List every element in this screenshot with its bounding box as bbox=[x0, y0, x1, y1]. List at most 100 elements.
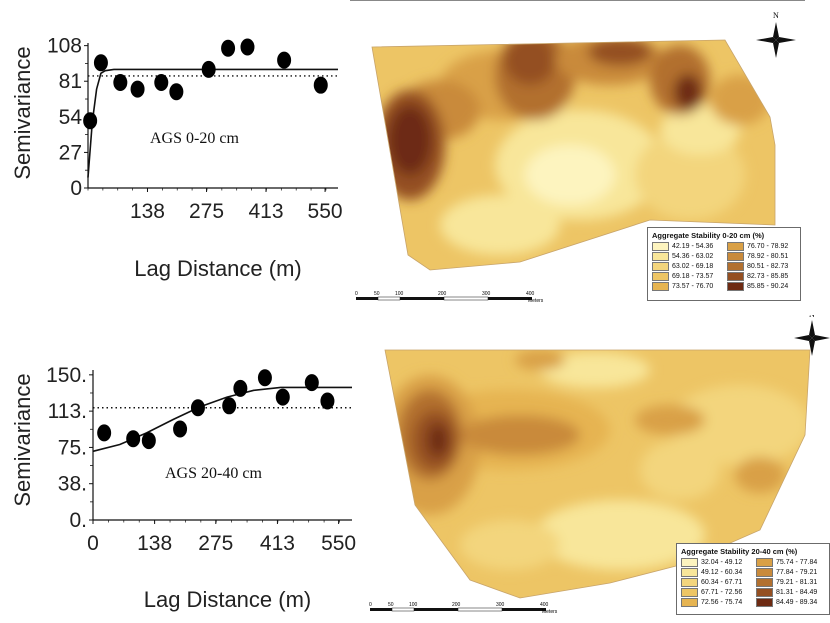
scale-bar: 0 50 100 200 300 400 Meters bbox=[369, 602, 558, 615]
data-point bbox=[275, 388, 290, 406]
scale-label: 200 bbox=[452, 602, 461, 608]
legend-item: 75.74 - 77.84 bbox=[756, 558, 825, 567]
legend-label: 76.70 - 78.92 bbox=[747, 243, 789, 250]
chart-title: AGS 20-40 cm bbox=[165, 465, 262, 482]
scale-label: 50 bbox=[374, 291, 380, 297]
legend-label: 73.57 - 76.70 bbox=[672, 283, 714, 290]
y-tick-label: 113. bbox=[48, 400, 87, 423]
data-point bbox=[221, 39, 236, 57]
y-axis-label: Semivariance bbox=[10, 46, 35, 179]
data-point bbox=[93, 54, 108, 72]
map-surface bbox=[372, 40, 775, 270]
legend-label: 60.34 - 67.71 bbox=[701, 579, 743, 586]
x-tick-label: 138 bbox=[130, 200, 165, 223]
data-point bbox=[240, 38, 255, 56]
legend-label: 82.73 - 85.85 bbox=[747, 273, 789, 280]
legend-item: 63.02 - 69.18 bbox=[652, 262, 721, 271]
scale-label: 300 bbox=[482, 291, 491, 297]
data-point bbox=[173, 420, 188, 438]
x-tick-label: 550 bbox=[308, 200, 343, 223]
map-0-20cm: N 0 50 100 200 300 400 Meters bbox=[350, 0, 805, 304]
legend-label: 81.31 - 84.49 bbox=[776, 589, 818, 596]
semivariogram-0-20cm: 0 27 54 81 108 138 275 413 550 AGS 0-20 cm Lag Dis… bbox=[10, 35, 343, 281]
legend-20-40cm: Aggregate Stability 20-40 cm (%) 32.04 -… bbox=[676, 543, 830, 615]
y-tick-label: 0 bbox=[70, 177, 82, 200]
data-point bbox=[83, 112, 98, 130]
legend-item: 81.31 - 84.49 bbox=[756, 588, 825, 597]
legend-swatch bbox=[652, 252, 669, 261]
legend-item: 82.73 - 85.85 bbox=[727, 272, 796, 281]
y-tick-label: 27 bbox=[59, 141, 82, 164]
legend-label: 78.92 - 80.51 bbox=[747, 253, 789, 260]
y-tick-label: 81 bbox=[59, 70, 82, 93]
legend-0-20cm: Aggregate Stability 0-20 cm (%) 42.19 - … bbox=[647, 227, 801, 301]
legend-title: Aggregate Stability 20-40 cm (%) bbox=[681, 547, 798, 556]
data-point bbox=[154, 74, 169, 92]
data-point bbox=[277, 51, 292, 69]
scale-bar: 0 50 100 200 300 400 Meters bbox=[355, 291, 544, 304]
legend-swatch bbox=[756, 558, 773, 567]
legend-item: 84.49 - 89.34 bbox=[756, 598, 825, 607]
legend-swatch bbox=[652, 272, 669, 281]
legend-swatch bbox=[756, 568, 773, 577]
x-tick-label: 275 bbox=[198, 532, 233, 555]
y-axis-label: Semivariance bbox=[10, 373, 35, 506]
map-outline bbox=[384, 349, 811, 599]
map-outline bbox=[371, 39, 776, 271]
legend-swatch bbox=[652, 262, 669, 271]
legend-item: 76.70 - 78.92 bbox=[727, 242, 796, 251]
legend-item: 79.21 - 81.31 bbox=[756, 578, 825, 587]
data-point bbox=[169, 83, 184, 101]
legend-item: 60.34 - 67.71 bbox=[681, 578, 750, 587]
data-point bbox=[97, 424, 112, 442]
data-point bbox=[233, 379, 248, 397]
data-point bbox=[257, 369, 272, 387]
scale-label: 200 bbox=[438, 291, 447, 297]
legend-label: 80.51 - 82.73 bbox=[747, 263, 789, 270]
data-point bbox=[222, 397, 237, 415]
y-tick-label: 54 bbox=[59, 106, 83, 129]
legend-label: 42.19 - 54.36 bbox=[672, 243, 714, 250]
data-point bbox=[190, 399, 205, 417]
legend-item: 32.04 - 49.12 bbox=[681, 558, 750, 567]
legend-swatch bbox=[756, 598, 773, 607]
data-point bbox=[201, 60, 216, 78]
scale-label: 50 bbox=[388, 602, 394, 608]
north-label: N bbox=[809, 315, 815, 319]
legend-item: 73.57 - 76.70 bbox=[652, 282, 721, 291]
chart-title: AGS 0-20 cm bbox=[150, 130, 239, 147]
legend-swatch bbox=[727, 252, 744, 261]
scale-unit: Meters bbox=[542, 609, 558, 615]
data-point bbox=[313, 76, 328, 94]
legend-item: 42.19 - 54.36 bbox=[652, 242, 721, 251]
y-tick-label: 108 bbox=[47, 35, 82, 58]
x-tick-label: 550 bbox=[321, 532, 356, 555]
map-20-40cm: N 0 50 100 200 300 400 Meters bbox=[369, 315, 830, 615]
y-tick-label: 150. bbox=[46, 364, 87, 387]
legend-label: 72.56 - 75.74 bbox=[701, 599, 743, 606]
legend-swatch bbox=[652, 282, 669, 291]
legend-swatch bbox=[681, 558, 698, 567]
y-tick-label: 0. bbox=[69, 509, 87, 532]
legend-swatch bbox=[681, 588, 698, 597]
legend-label: 63.02 - 69.18 bbox=[672, 263, 714, 270]
legend-label: 32.04 - 49.12 bbox=[701, 559, 743, 566]
legend-label: 67.71 - 72.56 bbox=[701, 589, 743, 596]
legend-item: 72.56 - 75.74 bbox=[681, 598, 750, 607]
data-point bbox=[130, 80, 145, 98]
x-tick-label: 413 bbox=[248, 200, 283, 223]
x-tick-label: 0 bbox=[87, 532, 99, 555]
north-arrow: N bbox=[756, 11, 796, 58]
legend-label: 75.74 - 77.84 bbox=[776, 559, 818, 566]
scale-label: 300 bbox=[496, 602, 505, 608]
y-tick-label: 75. bbox=[58, 436, 87, 459]
map-surface bbox=[385, 350, 810, 598]
north-arrow: N bbox=[794, 315, 830, 356]
legend-swatch bbox=[727, 262, 744, 271]
legend-label: 54.36 - 63.02 bbox=[672, 253, 714, 260]
scale-label: 0 bbox=[355, 291, 358, 297]
legend-swatch bbox=[756, 578, 773, 587]
legend-label: 84.49 - 89.34 bbox=[776, 599, 818, 606]
legend-label: 49.12 - 60.34 bbox=[701, 569, 743, 576]
legend-item: 77.84 - 79.21 bbox=[756, 568, 825, 577]
